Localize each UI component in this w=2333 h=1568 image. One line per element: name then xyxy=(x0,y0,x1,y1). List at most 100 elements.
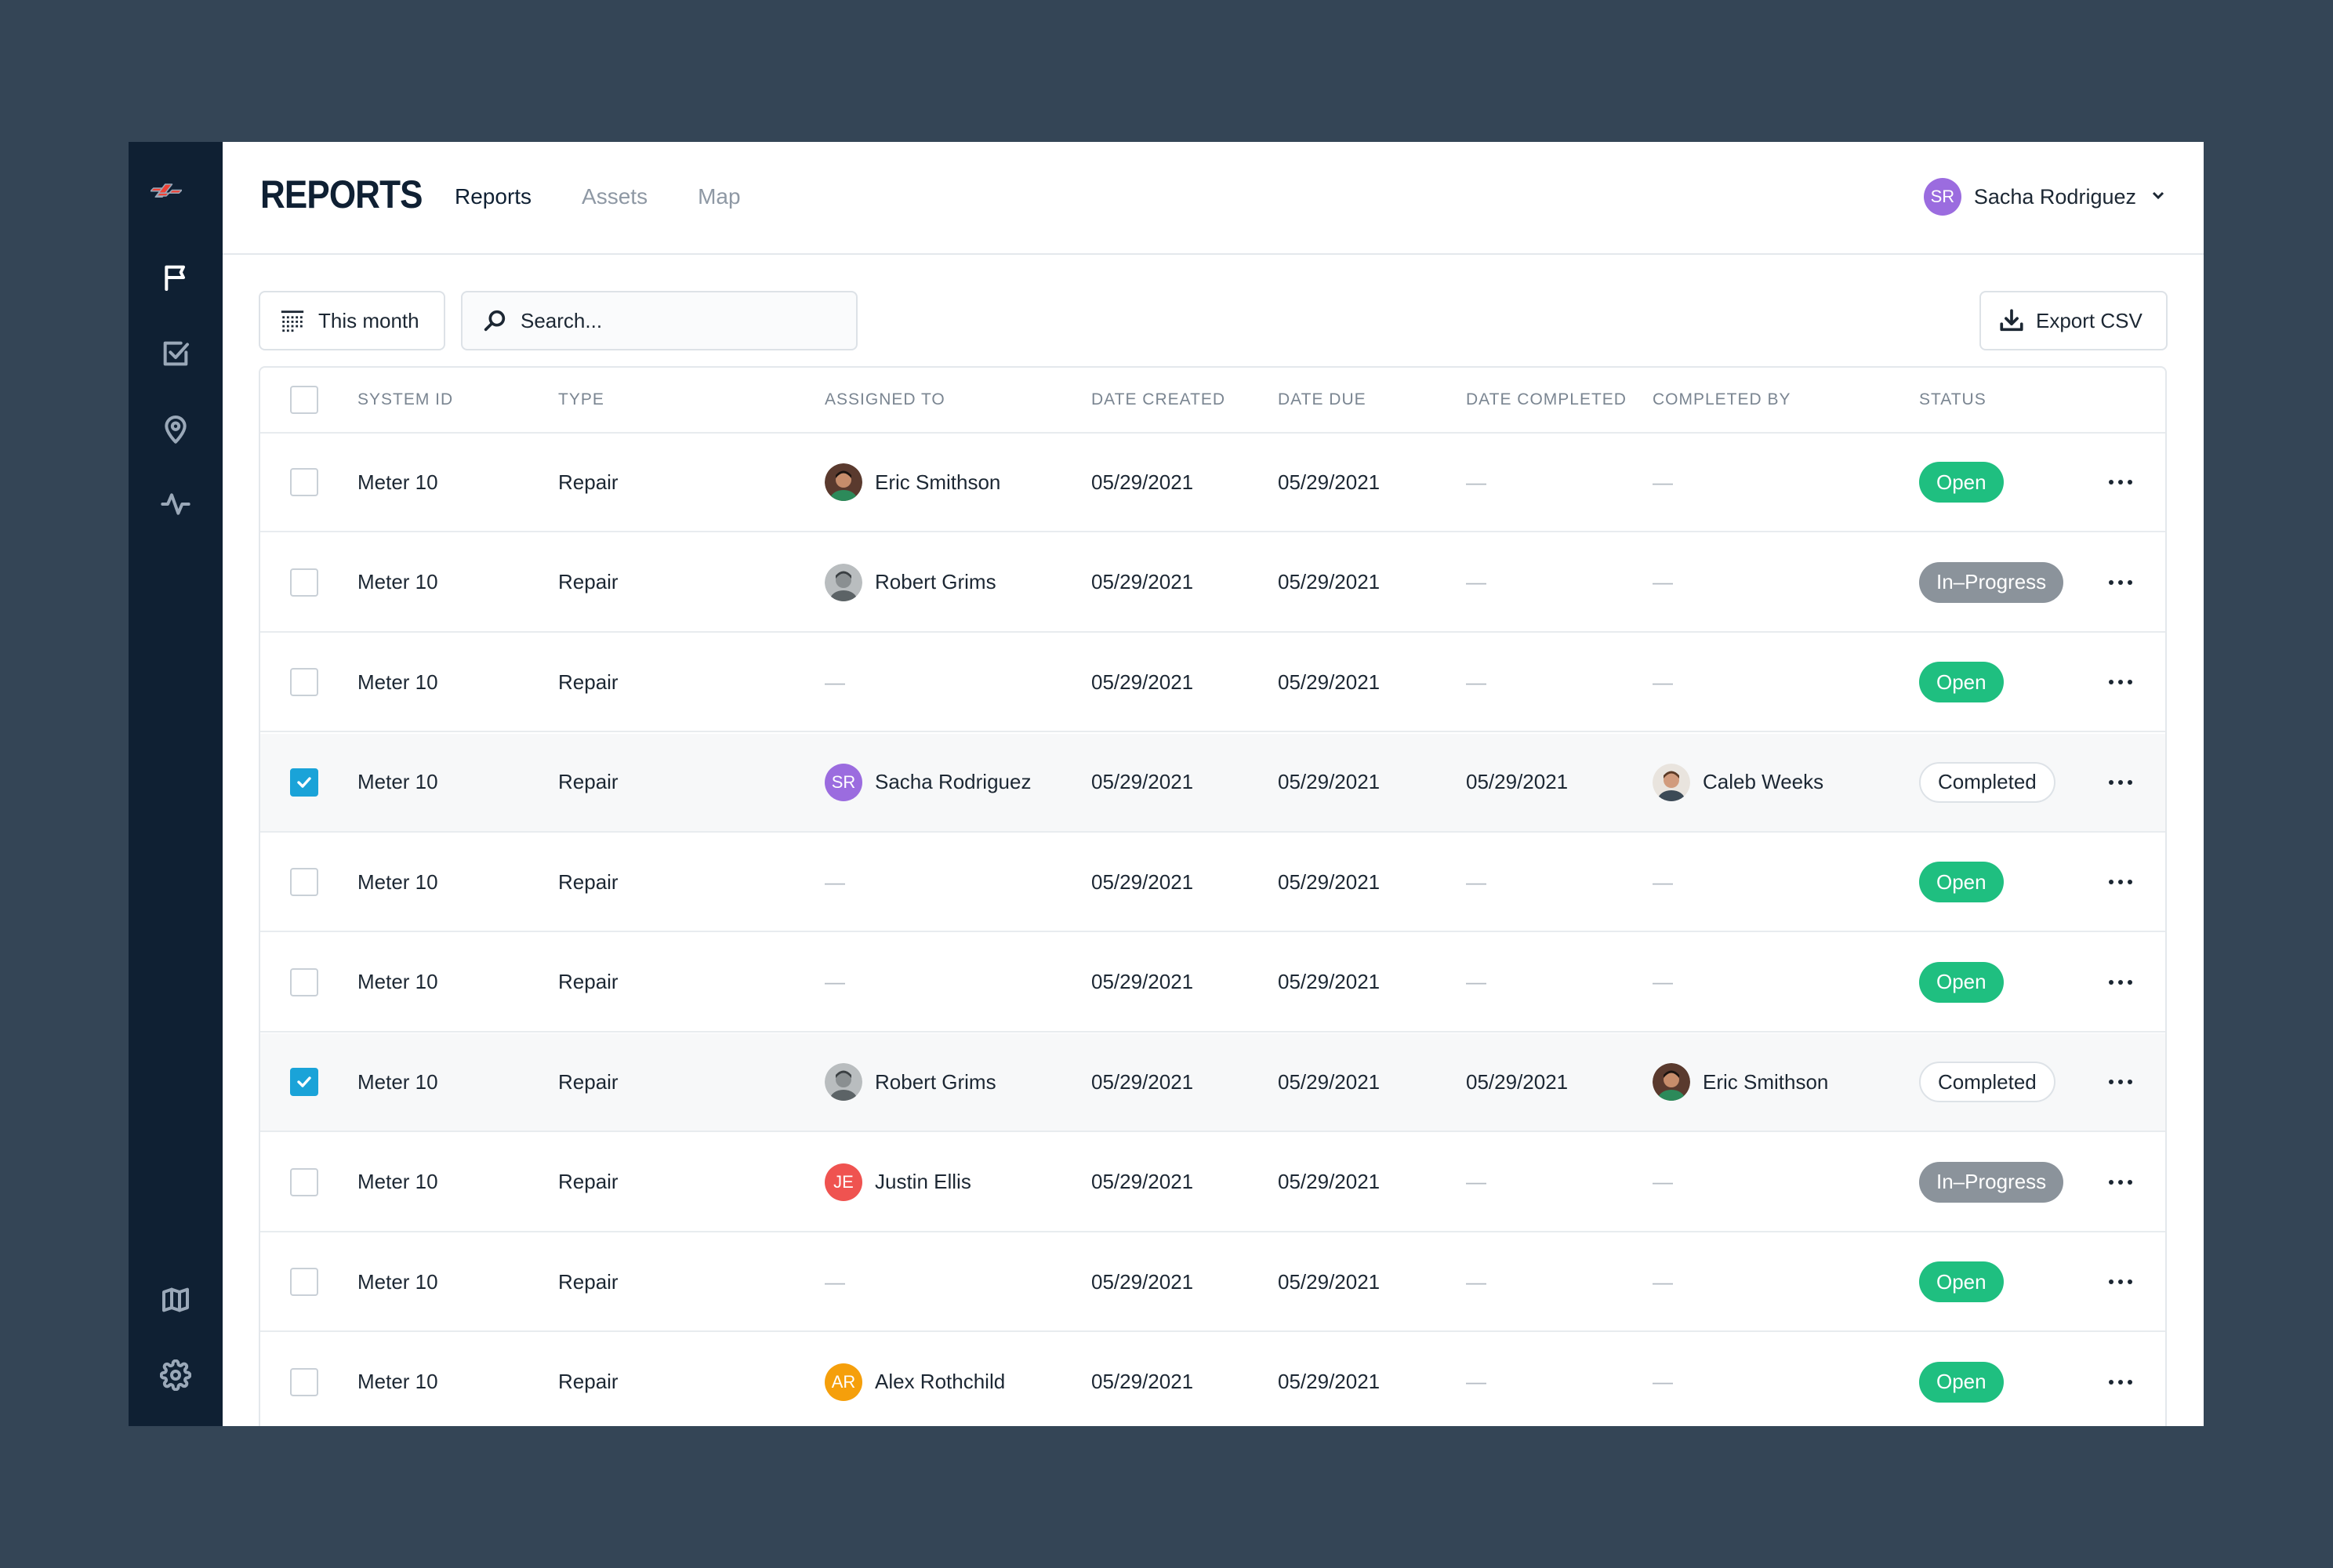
column-header-status[interactable]: STATUS xyxy=(1919,390,1986,408)
user-name: Sacha Rodriguez xyxy=(1973,184,2136,209)
type-cell: Repair xyxy=(558,833,619,931)
completed-by-cell-text: Caleb Weeks xyxy=(1703,770,1824,793)
table-row[interactable]: Meter 10 Repair — 05/29/2021 05/29/2021 — — Ope… xyxy=(260,1233,2165,1332)
column-header-completed-by[interactable]: COMPLETED BY xyxy=(1653,390,1791,408)
user-menu[interactable]: SR Sacha Rodriguez xyxy=(1923,178,2168,216)
search-box[interactable] xyxy=(461,291,858,350)
table-row[interactable]: Meter 10 Repair Robert Grims 05/29/2021 05/2… xyxy=(260,534,2165,633)
date-due-cell-text: 05/29/2021 xyxy=(1278,869,1381,894)
gear-icon[interactable] xyxy=(155,1355,196,1396)
row-checkbox[interactable] xyxy=(290,1268,318,1296)
type-cell-text: Repair xyxy=(558,570,619,593)
table-row[interactable]: Meter 10 Repair SR Sacha Rodriguez 05/29/202… xyxy=(260,733,2165,833)
date-completed-cell-text: — xyxy=(1466,1170,1486,1193)
type-cell-text: Repair xyxy=(558,970,619,993)
table-row[interactable]: Meter 10 Repair AR Alex Rothchild 05/29/2021… xyxy=(260,1334,2165,1427)
column-header-system-id[interactable]: SYSTEM ID xyxy=(357,390,454,408)
system-id-cell: Meter 10 xyxy=(357,934,438,1031)
date-created-cell-text: 05/29/2021 xyxy=(1091,470,1194,494)
more-options-icon[interactable] xyxy=(2109,579,2132,585)
date-created-cell: 05/29/2021 xyxy=(1091,833,1193,931)
more-options-icon[interactable] xyxy=(2109,979,2132,985)
export-csv-label: Export CSV xyxy=(2036,308,2143,332)
date-due-cell: 05/29/2021 xyxy=(1278,1033,1380,1131)
date-filter-button[interactable]: This month xyxy=(259,291,445,350)
type-cell: Repair xyxy=(558,934,619,1031)
column-header-date-created[interactable]: DATE CREATED xyxy=(1091,390,1226,408)
activity-icon[interactable] xyxy=(155,484,196,524)
more-options-icon[interactable] xyxy=(2109,680,2132,684)
assigned-to-cell-text: — xyxy=(825,1269,845,1294)
more-options-icon[interactable] xyxy=(2109,880,2132,884)
table-row[interactable]: Meter 10 Repair JE Justin Ellis 05/29/2021 05… xyxy=(260,1134,2165,1232)
system-id-cell: Meter 10 xyxy=(357,1334,438,1427)
tab-assets[interactable]: Assets xyxy=(582,184,648,209)
date-created-cell: 05/29/2021 xyxy=(1091,633,1193,731)
date-completed-cell: — xyxy=(1466,434,1486,531)
more-options-icon[interactable] xyxy=(2109,779,2132,785)
table-row[interactable]: Meter 10 Repair Eric Smithson 05/29/2021 05/… xyxy=(260,434,2165,532)
row-checkbox[interactable] xyxy=(290,568,318,597)
completed-by-cell-text: — xyxy=(1653,1170,1673,1193)
location-pin-icon[interactable] xyxy=(155,408,196,449)
date-due-cell: 05/29/2021 xyxy=(1278,534,1380,631)
more-options-icon[interactable] xyxy=(2109,1179,2132,1185)
row-checkbox[interactable] xyxy=(290,1167,318,1196)
date-completed-cell-text: — xyxy=(1466,470,1486,494)
more-options-icon[interactable] xyxy=(2109,1379,2132,1385)
assigned-to-cell-text: Robert Grims xyxy=(875,570,996,593)
column-header-date-completed[interactable]: DATE COMPLETED xyxy=(1466,390,1627,408)
main-tabs: Reports Assets Map xyxy=(455,184,741,209)
flag-icon[interactable] xyxy=(155,257,196,298)
row-checkbox[interactable] xyxy=(290,768,318,797)
date-created-cell: 05/29/2021 xyxy=(1091,1334,1193,1427)
date-due-cell: 05/29/2021 xyxy=(1278,1233,1380,1330)
row-checkbox[interactable] xyxy=(290,1068,318,1096)
type-cell-text: Repair xyxy=(558,1170,619,1193)
completed-by-cell: — xyxy=(1653,633,1673,731)
row-checkbox[interactable] xyxy=(290,967,318,996)
search-input[interactable] xyxy=(521,308,850,333)
date-completed-cell-text: — xyxy=(1466,670,1486,694)
assignee-avatar: JE xyxy=(825,1163,862,1201)
table-row[interactable]: Meter 10 Repair — 05/29/2021 05/29/2021 — — Ope… xyxy=(260,934,2165,1033)
date-completed-cell: — xyxy=(1466,633,1486,731)
column-header-type[interactable]: TYPE xyxy=(558,390,604,408)
download-icon xyxy=(2000,309,2023,332)
table-row[interactable]: Meter 10 Repair — 05/29/2021 05/29/2021 — — Ope… xyxy=(260,833,2165,932)
completed-by-cell: Eric Smithson xyxy=(1653,1033,1828,1131)
column-header-date-due[interactable]: DATE DUE xyxy=(1278,390,1366,408)
map-icon[interactable] xyxy=(155,1279,196,1320)
system-id-cell-text: Meter 10 xyxy=(357,570,438,593)
system-id-cell: Meter 10 xyxy=(357,1134,438,1231)
select-all-checkbox[interactable] xyxy=(290,386,318,414)
column-header-assigned-to[interactable]: ASSIGNED TO xyxy=(825,390,945,408)
table-row[interactable]: Meter 10 Repair — 05/29/2021 05/29/2021 — — Ope… xyxy=(260,633,2165,732)
date-completed-cell-text: 05/29/2021 xyxy=(1466,1069,1569,1094)
date-completed-cell-text: — xyxy=(1466,1370,1486,1393)
date-created-cell-text: 05/29/2021 xyxy=(1091,770,1194,793)
row-checkbox[interactable] xyxy=(290,668,318,696)
type-cell-text: Repair xyxy=(558,470,619,494)
table-row[interactable]: Meter 10 Repair Robert Grims 05/29/2021 05/2… xyxy=(260,1033,2165,1132)
assignee-avatar: AR xyxy=(825,1363,862,1401)
more-options-icon[interactable] xyxy=(2109,1279,2132,1284)
date-due-cell-text: 05/29/2021 xyxy=(1278,970,1381,993)
more-options-icon[interactable] xyxy=(2109,1080,2132,1084)
tab-map[interactable]: Map xyxy=(698,184,741,209)
export-csv-button[interactable]: Export CSV xyxy=(1979,291,2168,350)
row-checkbox[interactable] xyxy=(290,468,318,496)
tab-reports[interactable]: Reports xyxy=(455,184,532,209)
completed-by-cell-text: — xyxy=(1653,869,1673,894)
row-checkbox[interactable] xyxy=(290,868,318,896)
date-completed-cell-text: — xyxy=(1466,1269,1486,1294)
system-id-cell: Meter 10 xyxy=(357,833,438,931)
completed-by-cell-text: Eric Smithson xyxy=(1703,1069,1829,1094)
date-due-cell-text: 05/29/2021 xyxy=(1278,1170,1381,1193)
date-due-cell: 05/29/2021 xyxy=(1278,1134,1380,1231)
status-badge: Completed xyxy=(1919,1062,2055,1102)
date-completed-cell: 05/29/2021 xyxy=(1466,1033,1568,1131)
row-checkbox[interactable] xyxy=(290,1367,318,1396)
checkbox-icon[interactable] xyxy=(155,333,196,374)
more-options-icon[interactable] xyxy=(2109,480,2132,485)
